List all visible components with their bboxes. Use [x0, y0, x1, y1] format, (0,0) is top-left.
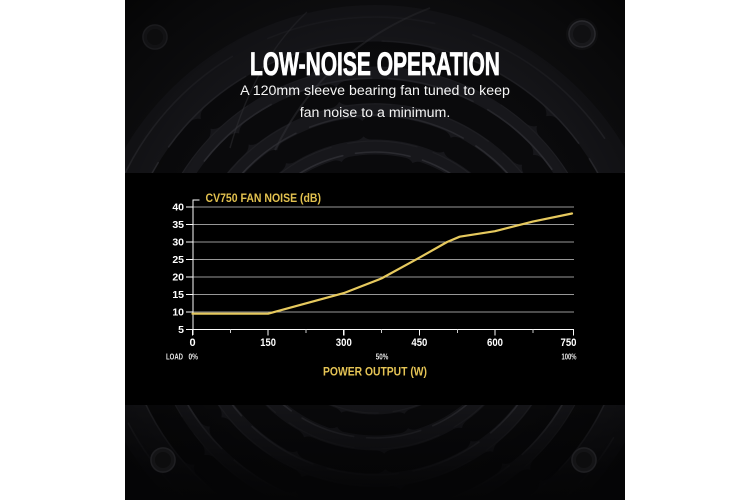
svg-text:5: 5: [178, 324, 184, 336]
svg-text:0: 0: [189, 337, 195, 349]
svg-text:30: 30: [172, 237, 184, 249]
svg-text:POWER OUTPUT (W): POWER OUTPUT (W): [323, 366, 427, 378]
svg-text:CV750 FAN NOISE (dB): CV750 FAN NOISE (dB): [206, 193, 322, 205]
svg-text:10: 10: [172, 307, 184, 319]
svg-text:20: 20: [172, 272, 184, 284]
svg-text:450: 450: [411, 337, 427, 349]
svg-text:50%: 50%: [376, 353, 389, 362]
svg-text:15: 15: [172, 289, 184, 301]
svg-text:0%: 0%: [189, 353, 199, 362]
svg-text:150: 150: [260, 337, 276, 349]
svg-text:LOAD: LOAD: [166, 353, 183, 362]
svg-text:35: 35: [172, 219, 184, 231]
svg-text:40: 40: [172, 202, 184, 214]
svg-text:25: 25: [172, 254, 184, 266]
svg-text:100%: 100%: [562, 353, 577, 362]
svg-text:750: 750: [561, 337, 577, 349]
svg-text:600: 600: [487, 337, 503, 349]
svg-text:300: 300: [336, 337, 352, 349]
